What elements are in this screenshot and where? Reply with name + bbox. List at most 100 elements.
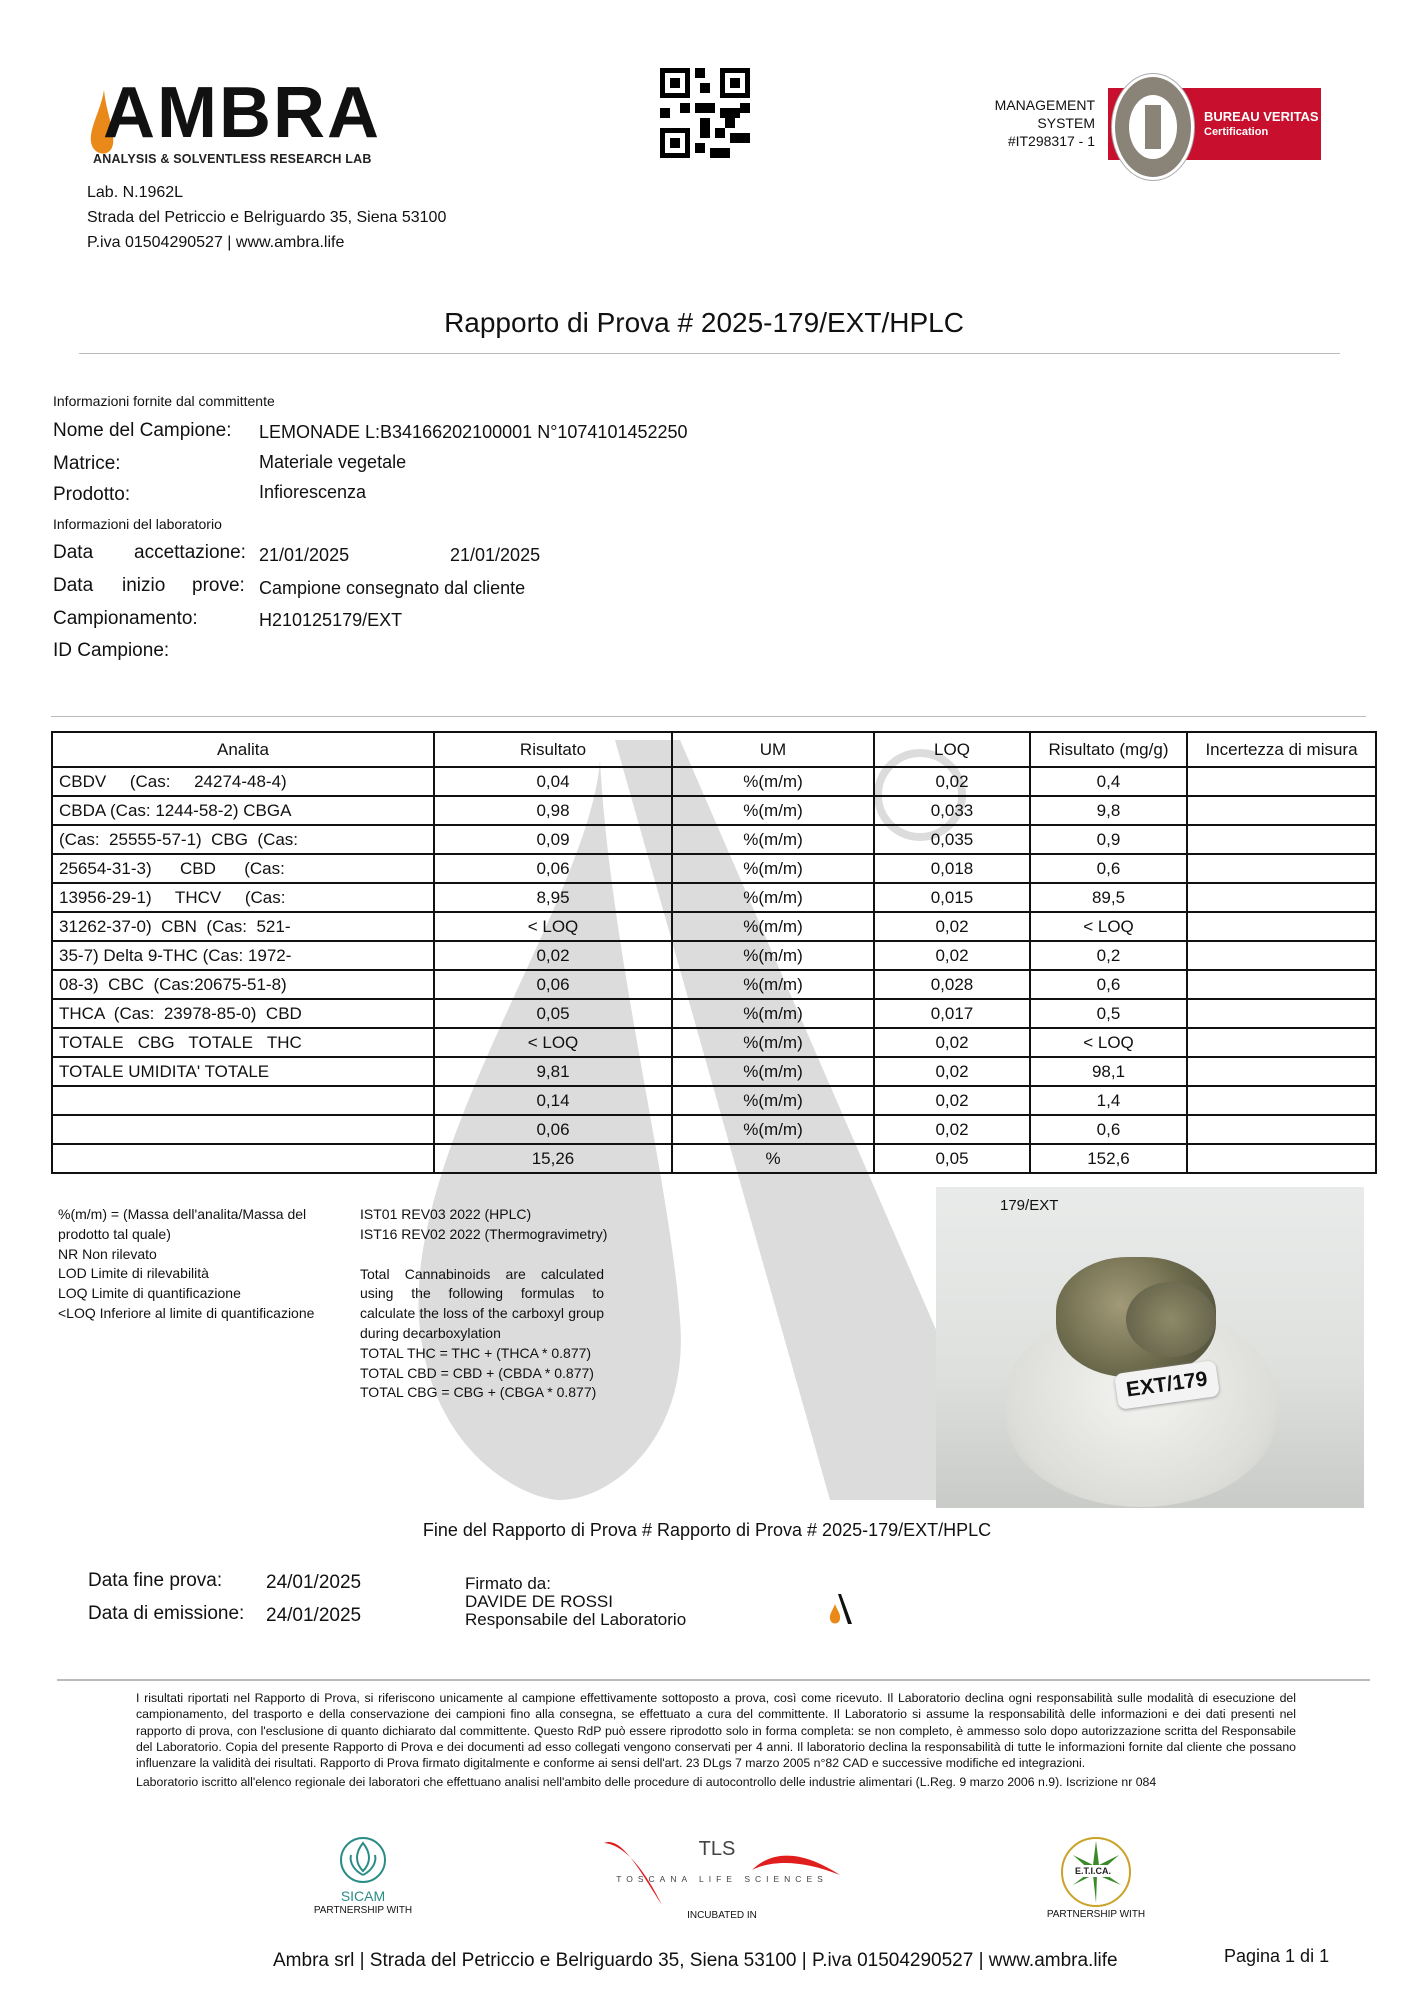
etica-logo-icon: E.T.I.CA. [1061, 1837, 1131, 1907]
col-header-analyte: Analita [51, 731, 435, 768]
acceptance-label-1: Data [53, 542, 94, 563]
sample-photo: 179/EXT EXT/179 [936, 1187, 1364, 1508]
ambra-logo: AMBRA ANALYSIS & SOLVENTLESS RESEARCH LA… [89, 73, 419, 171]
legend-line: <LOQ Inferiore al limite di quantificazi… [58, 1304, 315, 1321]
end-of-report: Fine del Rapporto di Prova # Rapporto di… [422, 1520, 992, 1540]
lab-street: Strada del Petriccio e Belriguardo 35, S… [87, 209, 447, 226]
cell-uncertainty [1186, 969, 1377, 1000]
cell-loq: 0,02 [873, 1085, 1031, 1116]
table-row: 08-3) CBC (Cas:20675-51-8) 0,06 %(m/m) 0,02… [51, 969, 1377, 1000]
end-date-label: Data fine prova: [88, 1570, 223, 1591]
cell-unit: %(m/m) [671, 766, 875, 797]
cell-result: 0,09 [433, 824, 673, 855]
cell-result-mg: 0,9 [1029, 824, 1188, 855]
cell-result-mg: < LOQ [1029, 911, 1188, 942]
qr-code-icon [660, 68, 750, 158]
formula-explanation: Total Cannabinoids are calculated using … [360, 1265, 604, 1341]
signed-by-label: Firmato da: [465, 1574, 551, 1593]
legend-line: prodotto tal quale) [58, 1225, 171, 1242]
cell-unit: %(m/m) [671, 882, 875, 913]
start-value: Campione consegnato dal cliente [259, 578, 526, 598]
cell-result-mg: 152,6 [1029, 1143, 1188, 1174]
cell-analyte: (Cas: 25555-57-1) CBG (Cas: [51, 824, 435, 855]
cell-result: 15,26 [433, 1143, 673, 1174]
signature-block: Firmato da: DAVIDE DE ROSSI Responsabile… [465, 1575, 686, 1629]
cell-result-mg: 0,2 [1029, 940, 1188, 971]
cell-result: 0,04 [433, 766, 673, 797]
cell-analyte: TOTALE CBG TOTALE THC [51, 1027, 435, 1058]
acceptance-label-2: accettazione: [134, 542, 246, 563]
cell-result-mg: 0,5 [1029, 998, 1188, 1029]
legend-notes: %(m/m) = (Massa dell'analita/Massa del p… [58, 1205, 353, 1324]
cell-uncertainty [1186, 1114, 1377, 1145]
cell-unit: %(m/m) [671, 998, 875, 1029]
cell-analyte: 08-3) CBC (Cas:20675-51-8) [51, 969, 435, 1000]
cell-loq: 0,02 [873, 1056, 1031, 1087]
table-row: 35-7) Delta 9-THC (Cas: 1972- 0,02 %(m/m) 0… [51, 940, 1377, 971]
method-line: IST01 REV03 2022 (HPLC) [360, 1206, 532, 1222]
cell-uncertainty [1186, 1143, 1377, 1174]
cell-result-mg: 1,4 [1029, 1085, 1188, 1116]
cert-line-2: SYSTEM [1037, 115, 1095, 131]
cell-unit: %(m/m) [671, 1027, 875, 1058]
cell-unit: %(m/m) [671, 1056, 875, 1087]
ambra-signature-logo-icon [829, 1594, 852, 1624]
cell-result-mg: 98,1 [1029, 1056, 1188, 1087]
cell-loq: 0,015 [873, 882, 1031, 913]
acceptance-date: 21/01/2025 [259, 545, 350, 565]
cell-analyte: TOTALE UMIDITA' TOTALE [51, 1056, 435, 1087]
sampling-label: Campionamento: [53, 608, 198, 629]
info-divider [51, 716, 1366, 717]
sample-name-value: LEMONADE L:B34166202100001 N°10741014522… [259, 422, 688, 442]
cell-uncertainty [1186, 1056, 1377, 1087]
cell-loq: 0,017 [873, 998, 1031, 1029]
logo-wordmark: AMBRA [103, 73, 381, 153]
cell-uncertainty [1186, 853, 1377, 884]
cell-result-mg: 89,5 [1029, 882, 1188, 913]
col-header-uncertainty: Incertezza di misura [1186, 731, 1377, 768]
partner-caption: PARTNERSHIP WITH [313, 1905, 413, 1916]
cell-unit: %(m/m) [671, 795, 875, 826]
certification-text: MANAGEMENT SYSTEM #IT298317 - 1 [940, 96, 1095, 150]
tls-logo-text: TLS [699, 1838, 736, 1860]
table-row: 0,06 %(m/m) 0,02 0,6 [51, 1114, 1377, 1145]
cell-analyte: 35-7) Delta 9-THC (Cas: 1972- [51, 940, 435, 971]
cell-loq: 0,028 [873, 969, 1031, 1000]
cell-uncertainty [1186, 882, 1377, 913]
footer-company-info: Ambra srl | Strada del Petriccio e Belri… [273, 1950, 1118, 1971]
partner-tls: TLS TOSCANA LIFE SCIENCES INCUBATED IN [602, 1835, 842, 1921]
cell-analyte [51, 1085, 435, 1116]
col-header-unit: UM [671, 731, 875, 768]
cell-analyte: 31262-37-0) CBN (Cas: 521- [51, 911, 435, 942]
cell-result: 8,95 [433, 882, 673, 913]
lab-info-heading: Informazioni del laboratorio [53, 516, 222, 532]
cell-uncertainty [1186, 795, 1377, 826]
cell-result-mg: 0,6 [1029, 853, 1188, 884]
start-label-2: inizio [122, 575, 166, 596]
cell-result-mg: < LOQ [1029, 1027, 1188, 1058]
start-label-1: Data [53, 575, 94, 596]
end-date-value: 24/01/2025 [266, 1572, 362, 1593]
cell-loq: 0,02 [873, 1027, 1031, 1058]
legend-line: LOD Limite di rilevabilità [58, 1265, 209, 1282]
cell-loq: 0,018 [873, 853, 1031, 884]
registration-note: Laboratorio iscritto all'elenco regional… [136, 1775, 1157, 1790]
cell-result-mg: 0,4 [1029, 766, 1188, 797]
disclaimer: I risultati riportati nel Rapporto di Pr… [136, 1690, 1296, 1791]
partner-caption: PARTNERSHIP WITH [1046, 1909, 1146, 1920]
legend-line: NR Non rilevato [58, 1245, 157, 1262]
photo-caption: 179/EXT [1000, 1197, 1059, 1214]
cell-loq: 0,02 [873, 766, 1031, 797]
sicam-logo-icon: SICAM [340, 1837, 386, 1904]
signer-role: Responsabile del Laboratorio [465, 1610, 687, 1629]
cell-unit: %(m/m) [671, 1114, 875, 1145]
cert-line-3: #IT298317 - 1 [1007, 133, 1095, 149]
cell-unit: %(m/m) [671, 911, 875, 942]
formula-line: TOTAL CBG = CBG + (CBGA * 0.877) [360, 1384, 597, 1401]
formula-line: TOTAL THC = THC + (THCA * 0.877) [360, 1344, 592, 1361]
cell-analyte: CBDA (Cas: 1244-58-2) CBGA [51, 795, 435, 826]
table-row: CBDA (Cas: 1244-58-2) CBGA 0,98 %(m/m) 0,03… [51, 795, 1377, 826]
product-value: Infiorescenza [259, 482, 367, 502]
cell-result: 0,02 [433, 940, 673, 971]
